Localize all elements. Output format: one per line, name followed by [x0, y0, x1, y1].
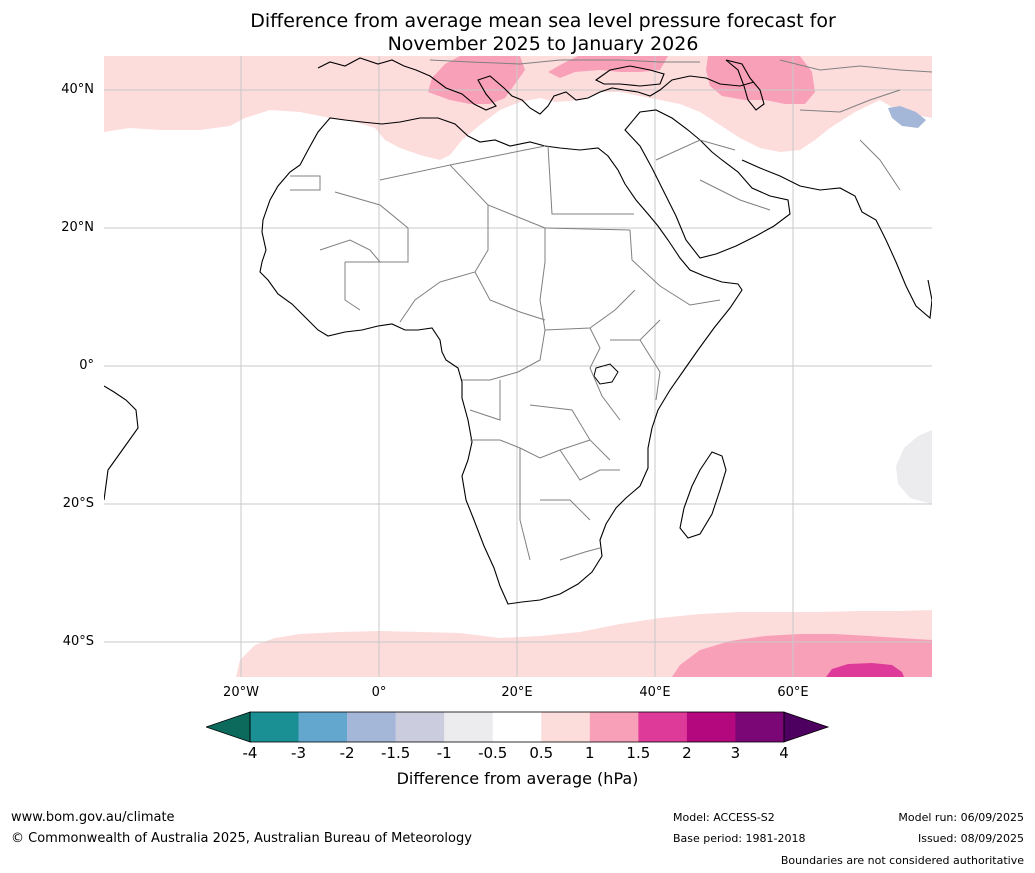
colorbar-cell	[395, 712, 445, 742]
colorbar-cell	[298, 712, 348, 742]
colorbar-cell	[250, 712, 299, 742]
asia-coastline	[741, 159, 932, 320]
colorbar-cell	[589, 712, 639, 742]
colorbar-cells	[250, 712, 785, 742]
title-line-2: November 2025 to January 2026	[387, 33, 699, 55]
footer-base-period: Base period: 1981-2018	[673, 832, 806, 845]
footer-disclaimer: Boundaries are not considered authoritat…	[780, 854, 1024, 867]
colorbar-cell	[686, 712, 736, 742]
colorbar-tick-label: 4	[779, 744, 789, 762]
anomaly-east-grey	[896, 430, 932, 504]
anomaly-fields	[104, 56, 932, 677]
colorbar-tick-label: -3	[291, 744, 307, 762]
colorbar-cell	[347, 712, 396, 742]
south-america-coastline	[104, 385, 139, 501]
lat-label-20n: 20°N	[61, 220, 94, 235]
footer-model-run: Model run: 06/09/2025	[898, 811, 1024, 824]
footer-issued: Issued: 08/09/2025	[917, 832, 1024, 845]
colorbar	[206, 711, 830, 743]
colorbar-cell	[541, 712, 591, 742]
footer-url: www.bom.gov.au/climate	[11, 810, 175, 825]
lat-label-0: 0°	[79, 358, 94, 373]
map-title: Difference from average mean sea level p…	[0, 10, 1035, 56]
footer-model: Model: ACCESS-S2	[673, 811, 775, 824]
colorbar-label: Difference from average (hPa)	[396, 769, 639, 788]
colorbar-tick-label: 3	[730, 744, 741, 762]
lon-label-20w: 20°W	[223, 685, 259, 700]
anomaly-north-pink-mid	[548, 56, 668, 78]
colorbar-tick-label: -1.5	[380, 744, 411, 762]
lat-label-20s: 20°S	[62, 496, 94, 511]
madagascar-coastline	[679, 451, 727, 539]
lon-label-60e: 60°E	[777, 685, 809, 700]
lon-label-0: 0°	[371, 685, 387, 700]
colorbar-tick-label: -1	[436, 744, 452, 762]
country-borders	[290, 59, 932, 561]
africa-coastline	[259, 117, 743, 605]
colorbar-cell	[638, 712, 688, 742]
colorbar-tick-label: 0.5	[529, 744, 554, 762]
lat-label-40n: 40°N	[61, 82, 94, 97]
lon-label-40e: 40°E	[639, 685, 671, 700]
colorbar-under-arrow	[206, 711, 251, 743]
colorbar-cell	[444, 712, 494, 742]
colorbar-tick-label: -2	[339, 744, 355, 762]
anomaly-east-blue	[888, 106, 926, 128]
colorbar-tick-label: 1	[585, 744, 595, 762]
footer-copyright: © Commonwealth of Australia 2025, Austra…	[11, 831, 472, 846]
title-line-1: Difference from average mean sea level p…	[250, 10, 836, 32]
colorbar-tick-label: -4	[242, 744, 258, 762]
colorbar-over-arrow	[783, 711, 830, 743]
anomaly-north-pink-west	[428, 56, 525, 104]
arabia-coastline	[624, 109, 791, 259]
lon-label-20e: 20°E	[501, 685, 533, 700]
colorbar-tick-label: -0.5	[478, 744, 508, 762]
map-svg	[104, 56, 932, 677]
colorbar-tick-label: 1.5	[626, 744, 651, 762]
colorbar-tick-label: 2	[682, 744, 692, 762]
map-panel	[104, 56, 932, 677]
europe-coastline	[317, 57, 755, 115]
graticule	[104, 56, 932, 677]
lake-victoria	[593, 363, 619, 385]
caspian-sea-coastline	[725, 59, 765, 111]
anomaly-south-magenta	[826, 663, 904, 677]
colorbar-cell	[492, 712, 542, 742]
lat-label-40s: 40°S	[62, 634, 94, 649]
colorbar-frame	[249, 711, 785, 743]
anomaly-north-pink-east	[706, 56, 815, 104]
black-sea-coastline	[594, 65, 665, 87]
colorbar-cell	[735, 712, 785, 742]
